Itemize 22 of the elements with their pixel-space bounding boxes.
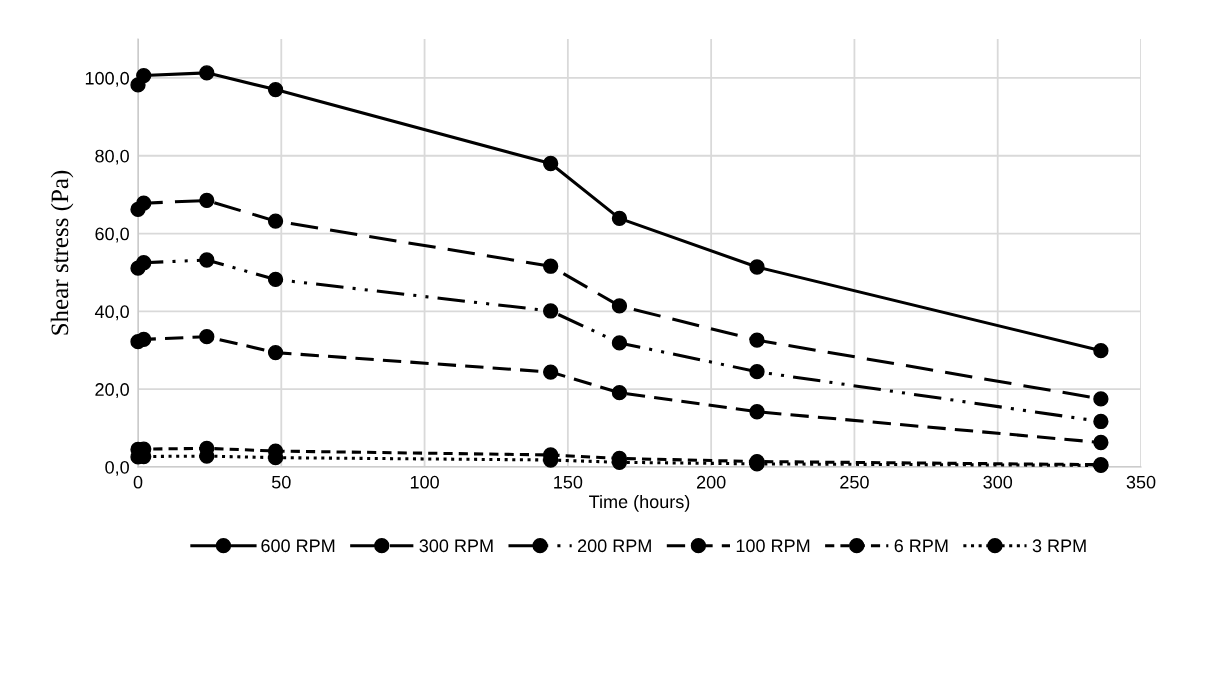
y-tick-label: 40,0: [94, 305, 129, 321]
x-tick-label: 50: [271, 475, 291, 489]
x-axis-title: Time (hours): [589, 494, 690, 512]
y-tick-label: 20,0: [95, 383, 129, 399]
y-tick-label: 60,0: [95, 227, 129, 243]
legend-label: 200 RPM: [578, 539, 651, 553]
y-axis-title: Shear stress (Pa): [50, 170, 74, 335]
legend-label: 100 RPM: [736, 539, 810, 553]
x-tick-label: 200: [696, 475, 726, 489]
y-tick-label: 0,0: [105, 460, 129, 476]
legend-label: 600 RPM: [261, 539, 335, 553]
x-tick-label: 350: [1126, 475, 1156, 489]
y-tick-label: 100,0: [85, 71, 129, 87]
legend-label: 3 RPM: [1032, 539, 1086, 553]
y-tick-label: 80,0: [95, 149, 129, 165]
legend-label: 6 RPM: [894, 539, 948, 553]
x-tick-label: 100: [410, 475, 439, 489]
x-tick-label: 150: [554, 475, 583, 489]
x-tick-label: 250: [840, 475, 869, 489]
legend-label: 300 RPM: [419, 539, 493, 553]
x-tick-label: 0: [133, 475, 143, 489]
x-tick-label: 300: [983, 475, 1013, 489]
